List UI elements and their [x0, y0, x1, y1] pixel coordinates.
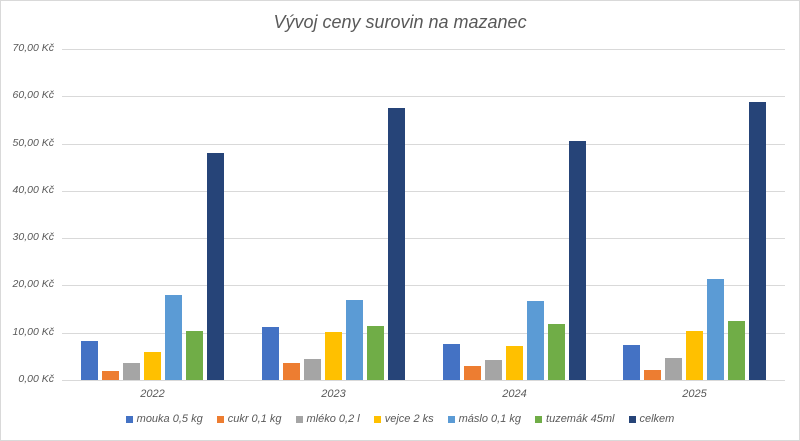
gridline	[62, 191, 785, 192]
legend-item: cukr 0,1 kg	[216, 413, 282, 425]
legend-label: tuzemák 45ml	[546, 413, 615, 425]
gridline	[62, 380, 785, 381]
bar-2023-5	[367, 326, 384, 380]
legend-label: mouka 0,5 kg	[136, 413, 203, 425]
legend-label: vejce 2 ks	[384, 413, 434, 425]
chart-title: Vývoj ceny surovin na mazanec	[273, 12, 527, 32]
bar-2023-2	[304, 359, 321, 380]
legend-label: máslo 0,1 kg	[458, 413, 522, 425]
legend-label: mléko 0,2 l	[306, 413, 360, 425]
legend-item: celkem	[628, 413, 675, 425]
legend-swatch-icon	[373, 415, 381, 423]
bar-2022-4	[165, 294, 182, 380]
y-tick-label: 40,00 Kč	[12, 184, 54, 196]
bar-2024-4	[527, 301, 544, 380]
legend-swatch-icon	[447, 415, 455, 423]
legend-swatch-icon	[535, 415, 543, 423]
legend-item: máslo 0,1 kg	[447, 413, 522, 425]
legend-swatch-icon	[295, 415, 303, 423]
bar-2024-6	[569, 141, 586, 380]
bar-2022-6	[207, 153, 224, 380]
bar-2022-2	[123, 362, 140, 380]
legend: mouka 0,5 kg cukr 0,1 kg mléko 0,2 l vejce …	[0, 413, 800, 425]
legend-item: tuzemák 45ml	[535, 413, 615, 425]
legend-label: cukr 0,1 kg	[227, 413, 282, 425]
legend-swatch-icon	[628, 415, 636, 423]
bar-2024-2	[485, 360, 502, 380]
y-tick-label: 0,00 Kč	[18, 373, 54, 385]
bar-2024-5	[548, 324, 565, 380]
legend-item: vejce 2 ks	[373, 413, 434, 425]
bar-2022-1	[102, 371, 119, 380]
bar-2022-3	[144, 352, 161, 380]
gridline	[62, 238, 785, 239]
legend-swatch-icon	[125, 415, 133, 423]
bar-2023-1	[283, 362, 300, 380]
gridline	[62, 144, 785, 145]
x-tick-label: 2025	[682, 388, 707, 400]
bar-2025-4	[707, 279, 724, 380]
x-tick-label: 2023	[321, 388, 346, 400]
bar-2025-1	[644, 370, 661, 380]
bar-2023-4	[346, 300, 363, 380]
gridline	[62, 285, 785, 286]
x-tick-label: 2022	[140, 388, 165, 400]
y-tick-label: 20,00 Kč	[12, 278, 54, 290]
bar-2022-0	[81, 341, 98, 380]
gridline	[62, 49, 785, 50]
bar-2023-6	[388, 108, 405, 380]
bar-2024-0	[443, 344, 460, 380]
legend-item: mouka 0,5 kg	[125, 413, 203, 425]
y-tick-label: 30,00 Kč	[12, 231, 54, 243]
bar-2024-1	[464, 365, 481, 380]
y-tick-label: 70,00 Kč	[12, 42, 54, 54]
legend-label: celkem	[639, 413, 675, 425]
gridline	[62, 96, 785, 97]
bar-2022-5	[186, 330, 203, 380]
bar-2025-3	[686, 331, 703, 380]
y-tick-label: 50,00 Kč	[12, 137, 54, 149]
bar-2025-0	[623, 345, 640, 380]
bar-2023-3	[325, 332, 342, 380]
bar-2025-6	[749, 101, 766, 380]
bar-2023-0	[262, 327, 279, 380]
legend-item: mléko 0,2 l	[295, 413, 360, 425]
legend-swatch-icon	[216, 415, 224, 423]
bar-2025-2	[665, 358, 682, 380]
y-tick-label: 60,00 Kč	[12, 89, 54, 101]
bar-2025-5	[728, 320, 745, 380]
x-tick-label: 2024	[502, 388, 527, 400]
y-tick-label: 10,00 Kč	[12, 326, 54, 338]
bar-2024-3	[506, 345, 523, 380]
gridline	[62, 333, 785, 334]
